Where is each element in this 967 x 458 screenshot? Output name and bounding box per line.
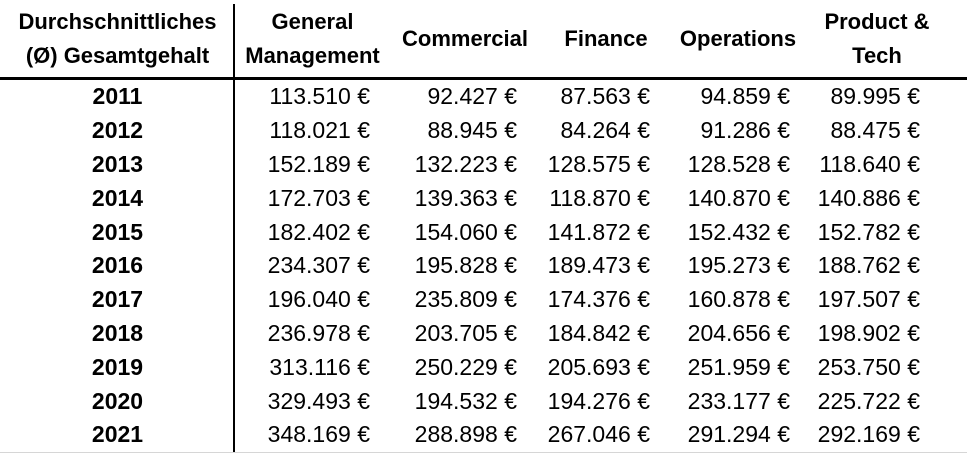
column-divider-line [233, 4, 235, 452]
value-cell-product-tech: 140.886 € [817, 184, 920, 211]
value-cell-commercial: 154.060 € [414, 218, 517, 245]
year-cell: 2018 [91, 319, 144, 346]
value-cell-general-management: 313.116 € [269, 353, 370, 380]
value-cell-general-management: 152.189 € [267, 150, 370, 177]
value-cell-commercial: 203.705 € [414, 319, 517, 346]
table-row: 2018 236.978 € 203.705 € 184.842 € 204.6… [0, 317, 967, 351]
table-row: 2011 113.510 € 92.427 € 87.563 € 94.859 … [0, 80, 967, 114]
value-cell-commercial: 235.809 € [414, 286, 517, 313]
value-cell-operations: 91.286 € [700, 117, 790, 144]
value-cell-general-management: 348.169 € [267, 421, 370, 448]
value-cell-product-tech: 253.750 € [817, 353, 920, 380]
value-cell-operations: 291.294 € [687, 421, 790, 448]
value-cell-product-tech: 225.722 € [817, 387, 920, 414]
value-cell-finance: 184.842 € [547, 319, 650, 346]
value-cell-finance: 87.563 € [560, 83, 650, 110]
column-header-line: Operations [679, 25, 797, 51]
year-cell: 2012 [91, 117, 144, 144]
value-cell-product-tech: 88.475 € [830, 117, 920, 144]
value-cell-general-management: 196.040 € [267, 286, 370, 313]
value-cell-general-management: 329.493 € [267, 387, 370, 414]
value-cell-commercial: 139.363 € [414, 184, 517, 211]
year-cell: 2017 [91, 286, 144, 313]
column-header-line: Product & [824, 8, 930, 34]
year-cell: 2016 [91, 252, 144, 279]
column-header-line: Finance [564, 25, 648, 51]
value-cell-finance: 174.376 € [547, 286, 650, 313]
table-row: 2017 196.040 € 235.809 € 174.376 € 160.8… [0, 283, 967, 317]
year-cell: 2020 [91, 387, 144, 414]
value-cell-product-tech: 197.507 € [817, 286, 920, 313]
table-row: 2015 182.402 € 154.060 € 141.872 € 152.4… [0, 215, 967, 249]
column-header-operations: Operations [672, 0, 804, 77]
value-cell-finance: 194.276 € [547, 387, 650, 414]
value-cell-finance: 267.046 € [547, 421, 650, 448]
column-header-line: General [271, 8, 354, 34]
year-cell: 2021 [91, 421, 144, 448]
table-row: 2012 118.021 € 88.945 € 84.264 € 91.286 … [0, 114, 967, 148]
value-cell-product-tech: 89.995 € [830, 83, 920, 110]
value-cell-general-management: 182.402 € [267, 218, 370, 245]
column-header-line: Management [245, 42, 380, 68]
table-header-row: Durchschnittliches (Ø) Gesamtgehalt Gene… [0, 0, 967, 77]
column-header-line: Commercial [402, 25, 528, 51]
value-cell-commercial: 288.898 € [414, 421, 517, 448]
value-cell-commercial: 250.229 € [414, 353, 517, 380]
value-cell-operations: 152.432 € [687, 218, 790, 245]
value-cell-commercial: 132.223 € [414, 150, 517, 177]
value-cell-commercial: 195.828 € [414, 252, 517, 279]
table-row: 2014 172.703 € 139.363 € 118.870 € 140.8… [0, 181, 967, 215]
table-row: 2020 329.493 € 194.532 € 194.276 € 233.1… [0, 384, 967, 418]
value-cell-finance: 141.872 € [547, 218, 650, 245]
year-cell: 2014 [91, 184, 144, 211]
value-cell-product-tech: 292.169 € [817, 421, 920, 448]
table-row: 2013 152.189 € 132.223 € 128.575 € 128.5… [0, 148, 967, 182]
value-cell-operations: 94.859 € [700, 83, 790, 110]
value-cell-operations: 195.273 € [687, 252, 790, 279]
year-cell: 2011 [92, 83, 143, 110]
value-cell-operations: 251.959 € [687, 353, 790, 380]
table-row: 2019 313.116 € 250.229 € 205.693 € 251.9… [0, 350, 967, 384]
value-cell-operations: 204.656 € [687, 319, 790, 346]
value-cell-product-tech: 198.902 € [817, 319, 920, 346]
value-cell-product-tech: 152.782 € [817, 218, 920, 245]
value-cell-general-management: 113.510 € [269, 83, 370, 110]
value-cell-finance: 128.575 € [547, 150, 650, 177]
value-cell-commercial: 194.532 € [414, 387, 517, 414]
year-cell: 2013 [91, 150, 144, 177]
value-cell-finance: 84.264 € [560, 117, 650, 144]
value-cell-operations: 233.177 € [687, 387, 790, 414]
value-cell-finance: 189.473 € [547, 252, 650, 279]
value-cell-finance: 205.693 € [547, 353, 650, 380]
value-cell-operations: 140.870 € [687, 184, 790, 211]
corner-header-gesamtgehalt: Durchschnittliches (Ø) Gesamtgehalt [0, 0, 235, 77]
column-header-general-management: General Management [235, 0, 390, 77]
value-cell-commercial: 88.945 € [427, 117, 517, 144]
corner-header-line2: (Ø) Gesamtgehalt [25, 42, 210, 68]
corner-header-line1: Durchschnittliches [18, 8, 217, 34]
value-cell-finance: 118.870 € [549, 184, 650, 211]
column-header-commercial: Commercial [390, 0, 540, 77]
table-body: 2011 113.510 € 92.427 € 87.563 € 94.859 … [0, 80, 967, 452]
year-cell: 2015 [91, 218, 144, 245]
year-cell: 2019 [91, 353, 144, 380]
table-bottom-gridline [0, 452, 967, 453]
column-header-line: Tech [852, 42, 902, 68]
column-header-finance: Finance [540, 0, 672, 77]
column-header-product-tech: Product & Tech [804, 0, 950, 77]
value-cell-general-management: 234.307 € [267, 252, 370, 279]
value-cell-general-management: 118.021 € [269, 117, 370, 144]
table-row: 2021 348.169 € 288.898 € 267.046 € 291.2… [0, 418, 967, 452]
value-cell-product-tech: 118.640 € [819, 150, 920, 177]
header-underline [0, 77, 967, 80]
value-cell-commercial: 92.427 € [427, 83, 517, 110]
value-cell-operations: 128.528 € [687, 150, 790, 177]
table-row: 2016 234.307 € 195.828 € 189.473 € 195.2… [0, 249, 967, 283]
value-cell-product-tech: 188.762 € [817, 252, 920, 279]
value-cell-general-management: 172.703 € [267, 184, 370, 211]
value-cell-operations: 160.878 € [687, 286, 790, 313]
value-cell-general-management: 236.978 € [267, 319, 370, 346]
